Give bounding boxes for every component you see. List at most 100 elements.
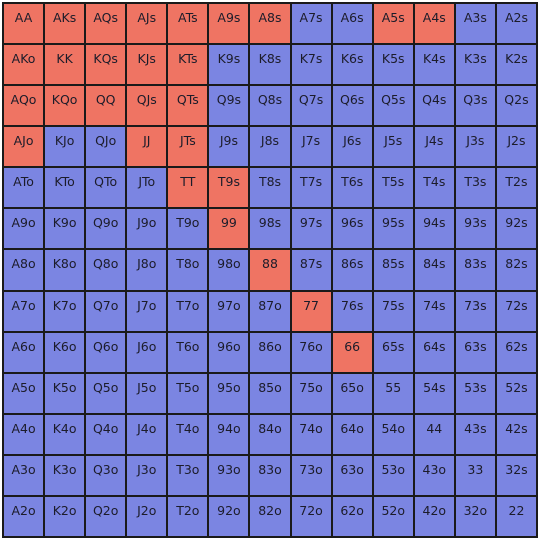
hand-cell-t7s[interactable]: T7s [291, 168, 331, 208]
hand-cell-94o[interactable]: 94o [209, 414, 249, 454]
hand-cell-k9o[interactable]: K9o [45, 209, 85, 249]
hand-cell-jj[interactable]: JJ [127, 127, 167, 167]
hand-cell-99[interactable]: 99 [209, 209, 249, 249]
hand-cell-j5s[interactable]: J5s [373, 127, 413, 167]
hand-cell-jts[interactable]: JTs [168, 127, 208, 167]
hand-cell-82o[interactable]: 82o [250, 496, 290, 536]
hand-cell-q5o[interactable]: Q5o [86, 373, 126, 413]
hand-cell-a7s[interactable]: A7s [291, 4, 331, 44]
hand-cell-j5o[interactable]: J5o [127, 373, 167, 413]
hand-cell-ajs[interactable]: AJs [127, 4, 167, 44]
hand-cell-q7o[interactable]: Q7o [86, 291, 126, 331]
hand-cell-a6o[interactable]: A6o [4, 332, 44, 372]
hand-cell-43o[interactable]: 43o [414, 455, 454, 495]
hand-cell-qts[interactable]: QTs [168, 86, 208, 126]
hand-cell-kqo[interactable]: KQo [45, 86, 85, 126]
hand-cell-a5o[interactable]: A5o [4, 373, 44, 413]
hand-cell-93o[interactable]: 93o [209, 455, 249, 495]
hand-cell-t3o[interactable]: T3o [168, 455, 208, 495]
hand-cell-t3s[interactable]: T3s [455, 168, 495, 208]
hand-cell-k3o[interactable]: K3o [45, 455, 85, 495]
hand-cell-22[interactable]: 22 [496, 496, 536, 536]
hand-cell-42o[interactable]: 42o [414, 496, 454, 536]
hand-cell-k7o[interactable]: K7o [45, 291, 85, 331]
hand-cell-66[interactable]: 66 [332, 332, 372, 372]
hand-cell-t7o[interactable]: T7o [168, 291, 208, 331]
hand-cell-j2s[interactable]: J2s [496, 127, 536, 167]
hand-cell-aqs[interactable]: AQs [86, 4, 126, 44]
hand-cell-53o[interactable]: 53o [373, 455, 413, 495]
hand-cell-74o[interactable]: 74o [291, 414, 331, 454]
hand-cell-j9o[interactable]: J9o [127, 209, 167, 249]
hand-cell-53s[interactable]: 53s [455, 373, 495, 413]
hand-cell-k2o[interactable]: K2o [45, 496, 85, 536]
hand-cell-k4s[interactable]: K4s [414, 45, 454, 85]
hand-cell-73o[interactable]: 73o [291, 455, 331, 495]
hand-cell-96o[interactable]: 96o [209, 332, 249, 372]
hand-cell-j9s[interactable]: J9s [209, 127, 249, 167]
hand-cell-76o[interactable]: 76o [291, 332, 331, 372]
hand-cell-k3s[interactable]: K3s [455, 45, 495, 85]
hand-cell-a8s[interactable]: A8s [250, 4, 290, 44]
hand-cell-87o[interactable]: 87o [250, 291, 290, 331]
hand-cell-42s[interactable]: 42s [496, 414, 536, 454]
hand-cell-65s[interactable]: 65s [373, 332, 413, 372]
hand-cell-33[interactable]: 33 [455, 455, 495, 495]
hand-cell-qq[interactable]: QQ [86, 86, 126, 126]
hand-cell-32o[interactable]: 32o [455, 496, 495, 536]
hand-cell-65o[interactable]: 65o [332, 373, 372, 413]
hand-cell-55[interactable]: 55 [373, 373, 413, 413]
hand-cell-94s[interactable]: 94s [414, 209, 454, 249]
hand-cell-84s[interactable]: 84s [414, 250, 454, 290]
hand-cell-83o[interactable]: 83o [250, 455, 290, 495]
hand-cell-t2o[interactable]: T2o [168, 496, 208, 536]
hand-cell-q6s[interactable]: Q6s [332, 86, 372, 126]
hand-cell-kqs[interactable]: KQs [86, 45, 126, 85]
hand-cell-43s[interactable]: 43s [455, 414, 495, 454]
hand-cell-84o[interactable]: 84o [250, 414, 290, 454]
hand-cell-j2o[interactable]: J2o [127, 496, 167, 536]
hand-cell-k4o[interactable]: K4o [45, 414, 85, 454]
hand-cell-q8o[interactable]: Q8o [86, 250, 126, 290]
hand-cell-54o[interactable]: 54o [373, 414, 413, 454]
hand-cell-tt[interactable]: TT [168, 168, 208, 208]
hand-cell-aks[interactable]: AKs [45, 4, 85, 44]
hand-cell-q5s[interactable]: Q5s [373, 86, 413, 126]
hand-cell-k8s[interactable]: K8s [250, 45, 290, 85]
hand-cell-q8s[interactable]: Q8s [250, 86, 290, 126]
hand-cell-44[interactable]: 44 [414, 414, 454, 454]
hand-cell-95s[interactable]: 95s [373, 209, 413, 249]
hand-cell-52s[interactable]: 52s [496, 373, 536, 413]
hand-cell-97s[interactable]: 97s [291, 209, 331, 249]
hand-cell-a4o[interactable]: A4o [4, 414, 44, 454]
hand-cell-q3s[interactable]: Q3s [455, 86, 495, 126]
hand-cell-t2s[interactable]: T2s [496, 168, 536, 208]
hand-cell-qjo[interactable]: QJo [86, 127, 126, 167]
hand-cell-87s[interactable]: 87s [291, 250, 331, 290]
hand-cell-t6o[interactable]: T6o [168, 332, 208, 372]
hand-cell-85s[interactable]: 85s [373, 250, 413, 290]
hand-cell-t4s[interactable]: T4s [414, 168, 454, 208]
hand-cell-j7s[interactable]: J7s [291, 127, 331, 167]
hand-cell-97o[interactable]: 97o [209, 291, 249, 331]
hand-cell-t9s[interactable]: T9s [209, 168, 249, 208]
hand-cell-k6o[interactable]: K6o [45, 332, 85, 372]
hand-cell-aqo[interactable]: AQo [4, 86, 44, 126]
hand-cell-ajo[interactable]: AJo [4, 127, 44, 167]
hand-cell-j6s[interactable]: J6s [332, 127, 372, 167]
hand-cell-k6s[interactable]: K6s [332, 45, 372, 85]
hand-cell-76s[interactable]: 76s [332, 291, 372, 331]
hand-cell-a2o[interactable]: A2o [4, 496, 44, 536]
hand-cell-ats[interactable]: ATs [168, 4, 208, 44]
hand-cell-82s[interactable]: 82s [496, 250, 536, 290]
hand-cell-a5s[interactable]: A5s [373, 4, 413, 44]
hand-cell-t8o[interactable]: T8o [168, 250, 208, 290]
hand-cell-t5o[interactable]: T5o [168, 373, 208, 413]
hand-cell-88[interactable]: 88 [250, 250, 290, 290]
hand-cell-77[interactable]: 77 [291, 291, 331, 331]
hand-cell-k5s[interactable]: K5s [373, 45, 413, 85]
hand-cell-q7s[interactable]: Q7s [291, 86, 331, 126]
hand-cell-73s[interactable]: 73s [455, 291, 495, 331]
hand-cell-72o[interactable]: 72o [291, 496, 331, 536]
hand-cell-k5o[interactable]: K5o [45, 373, 85, 413]
